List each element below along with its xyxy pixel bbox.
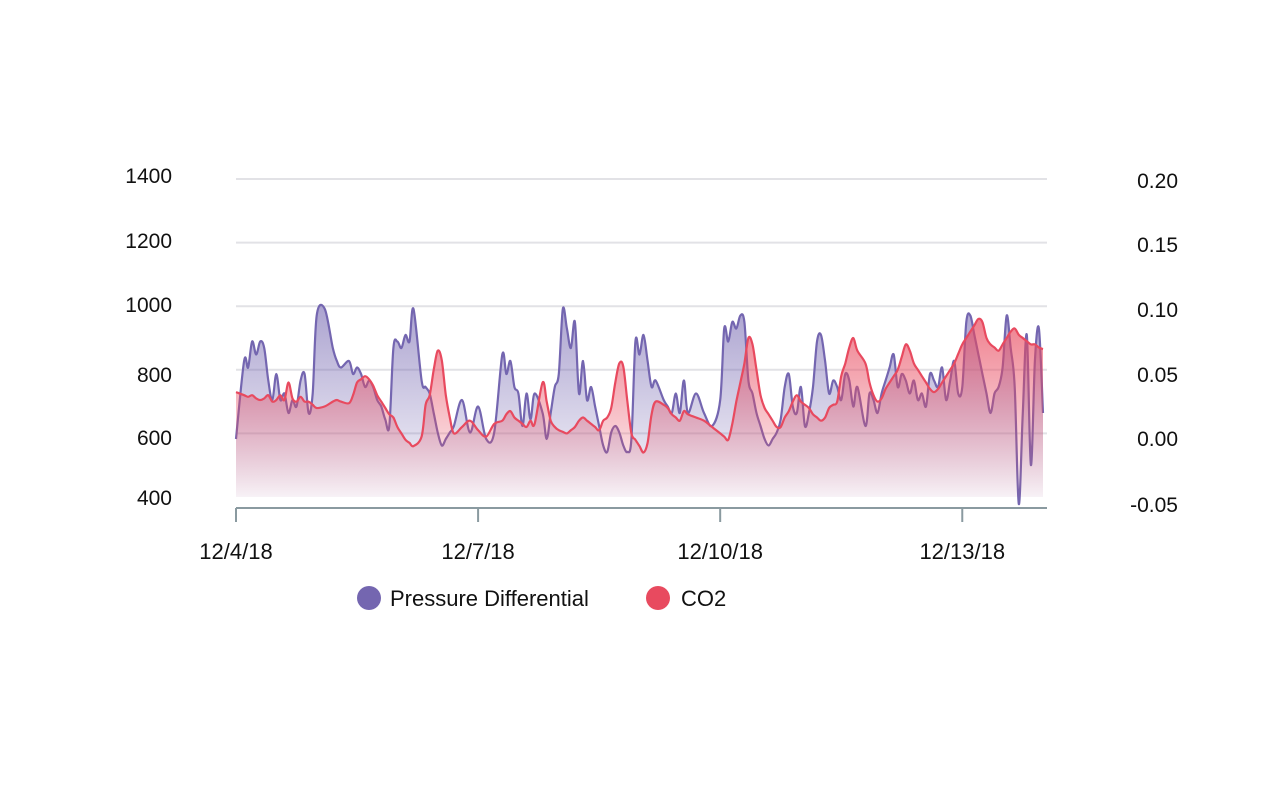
y-right-tick-label: 0.20 <box>1137 170 1178 193</box>
legend-label: Pressure Differential <box>390 586 589 611</box>
y-left-tick-label: 1200 <box>125 230 172 253</box>
y-right-tick-label: 0.10 <box>1137 299 1178 322</box>
x-tick-label: 12/4/18 <box>199 539 272 564</box>
x-tick-label: 12/10/18 <box>677 539 763 564</box>
y-right-tick-label: 0.15 <box>1137 234 1178 257</box>
y-left-tick-label: 800 <box>137 364 172 387</box>
y-left-tick-label: 400 <box>137 487 172 510</box>
x-tick-label: 12/13/18 <box>919 539 1005 564</box>
y-left-tick-label: 1000 <box>125 294 172 317</box>
axes: 1400 1200 1000 800 600 400 0.20 0.15 0.10 0.05 0.0… <box>125 165 1178 564</box>
co2-area <box>236 318 1043 497</box>
y-right-tick-label: 0.05 <box>1137 364 1178 387</box>
y-right-tick-label: -0.05 <box>1130 494 1178 517</box>
y-right-tick-label: 0.00 <box>1137 428 1178 451</box>
legend-label: CO2 <box>681 586 726 611</box>
legend: Pressure Differential CO2 <box>357 586 726 611</box>
legend-swatch <box>357 586 381 610</box>
co2-line <box>235 317 1044 454</box>
legend-swatch <box>646 586 670 610</box>
x-tick-label: 12/7/18 <box>441 539 514 564</box>
y-left-tick-label: 600 <box>137 427 172 450</box>
series-layer <box>234 303 1045 506</box>
y-left-tick-label: 1400 <box>125 165 172 188</box>
